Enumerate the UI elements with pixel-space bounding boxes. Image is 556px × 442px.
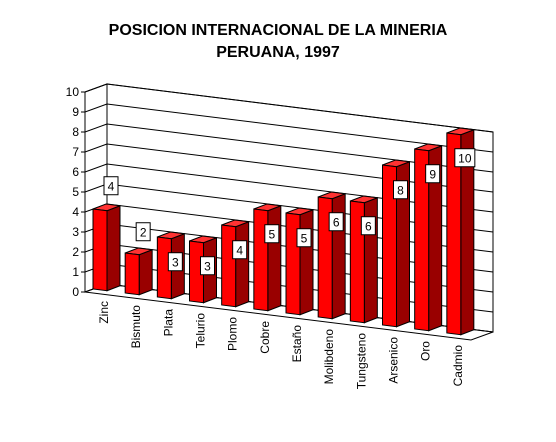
svg-text:9: 9 [429,168,436,182]
svg-text:6: 6 [333,216,340,230]
y-tick-label: 4 [72,205,79,219]
data-label: 6 [328,212,344,232]
y-tick-label: 0 [72,285,79,299]
bar-front [382,164,397,328]
gridline-side [84,103,108,113]
category-label: Bismuto [129,305,143,349]
y-axis-ticks: 0 1 2 3 4 5 6 7 8 9 10 [66,85,85,299]
bar-front [124,252,140,296]
data-label: 4 [232,240,248,260]
bar-side [235,221,250,308]
gridline-side [84,123,108,133]
bar-zinc [92,203,121,292]
category-label: Arsenico [387,337,401,384]
data-label: 5 [296,228,312,248]
bar-front [414,148,430,332]
y-tick-label: 1 [72,265,79,279]
category-label: Estaño [290,325,304,363]
svg-text:4: 4 [108,180,115,194]
category-label: Molibdeno [322,329,336,385]
data-label: 9 [425,164,441,184]
bar-side [267,205,282,312]
category-label: Telurio [194,313,208,349]
bar-cadmio [446,127,475,336]
chart-title-line-1: POSICION INTERNACIONAL DE LA MINERIA [108,22,448,39]
category-labels: Zinc Bismuto Plata Telurio Plomo Cobre Estaño M… [97,301,465,389]
gridline-side [84,143,108,153]
category-label: Zinc [97,301,111,324]
data-labels: 4 2 3 3 4 5 5 6 6 8 9 10 [103,148,476,276]
category-label: Tungsteno [354,333,368,390]
bar-cobre [253,203,282,312]
data-label: 8 [393,180,408,200]
svg-text:8: 8 [397,184,404,198]
data-label: 5 [264,224,280,244]
y-tick-label: 6 [72,165,79,179]
bar-front [446,132,462,336]
y-tick-label: 9 [72,105,79,119]
gridline-back [106,83,494,133]
bar-side [106,205,121,292]
bar-molibdeno [317,191,346,320]
y-tick-label: 10 [66,85,80,99]
y-tick-label: 8 [72,125,79,139]
bar-estaño [285,207,314,316]
y-tick-label: 2 [72,245,79,259]
category-label: Oro [419,341,433,361]
data-label: 2 [135,222,151,242]
svg-text:10: 10 [458,152,472,166]
gridline-side [84,183,108,193]
svg-text:6: 6 [365,220,372,234]
gridline-side [84,83,108,93]
bar-arsenico [382,159,410,328]
data-label: 4 [103,176,119,196]
svg-text:3: 3 [204,260,211,274]
chart-title-line-2: PERUANA, 1997 [216,44,340,61]
data-label: 3 [200,256,215,276]
bar-side [138,249,153,296]
svg-text:3: 3 [172,256,179,270]
bar-bismuto [124,247,153,296]
category-label: Cadmio [451,345,465,387]
svg-text:2: 2 [140,226,147,240]
y-tick-label: 5 [72,185,79,199]
svg-text:5: 5 [268,228,275,242]
svg-text:5: 5 [301,232,308,246]
gridline-side [84,163,108,173]
bar-front [221,224,237,308]
data-label: 10 [454,148,476,168]
category-label: Plata [161,309,175,337]
bar-side [299,209,314,316]
bar-front [92,208,108,292]
svg-text:4: 4 [236,244,243,258]
bar-oro [414,143,443,332]
bar-tungsteno [349,195,378,324]
category-label: Cobre [258,321,272,354]
bar-plomo [221,219,250,308]
data-label: 6 [360,216,376,236]
y-tick-label: 7 [72,145,79,159]
category-label: Plomo [226,317,240,351]
data-label: 3 [167,252,183,272]
y-tick-label: 3 [72,225,79,239]
